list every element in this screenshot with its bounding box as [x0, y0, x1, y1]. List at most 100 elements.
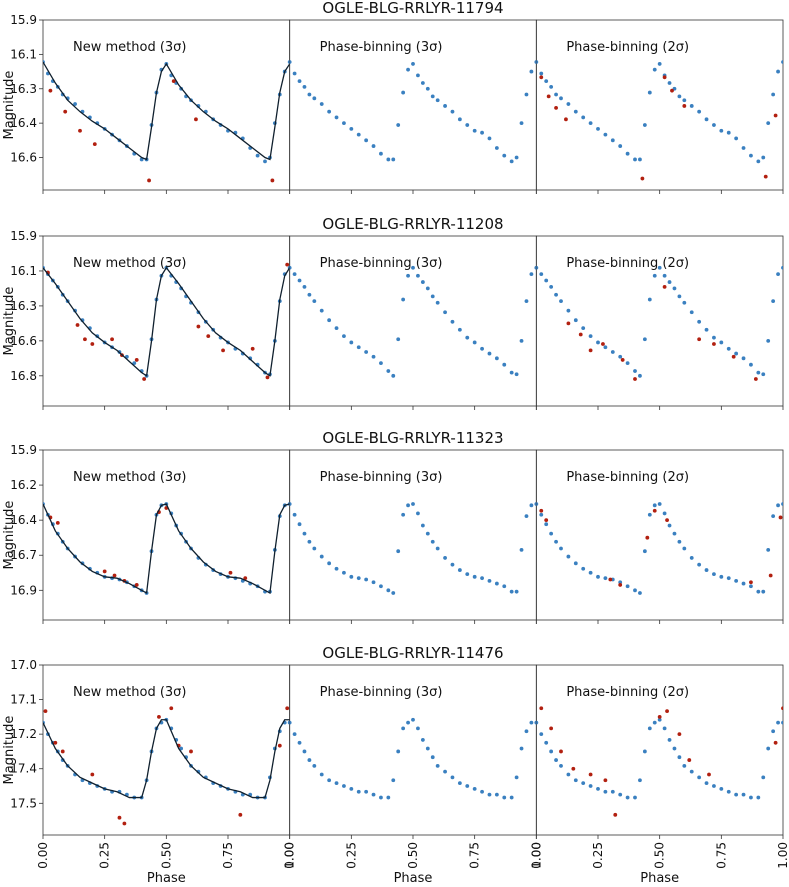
- data-point: [319, 772, 324, 777]
- data-point: [544, 278, 549, 283]
- data-point: [472, 340, 477, 345]
- data-point: [667, 280, 672, 284]
- data-point: [411, 265, 415, 270]
- data-point: [642, 749, 647, 754]
- outlier-point: [48, 88, 53, 93]
- data-point: [566, 554, 571, 559]
- data-point: [647, 726, 652, 731]
- x-tick-label: 0.50: [159, 842, 173, 869]
- data-point: [416, 511, 420, 516]
- data-point: [420, 81, 425, 85]
- data-point: [766, 338, 771, 343]
- data-point: [719, 786, 724, 791]
- data-point: [450, 109, 455, 114]
- outlier-point: [749, 580, 753, 585]
- outlier-point: [142, 377, 147, 381]
- data-point: [549, 749, 554, 754]
- data-point: [509, 370, 514, 375]
- panel-label: New method (3σ): [73, 685, 186, 700]
- data-point: [480, 789, 484, 794]
- data-point: [610, 789, 615, 794]
- data-point: [509, 795, 514, 800]
- data-point: [302, 749, 307, 754]
- data-point: [603, 789, 608, 794]
- data-point: [396, 337, 401, 342]
- data-point: [618, 580, 623, 585]
- data-point: [536, 720, 539, 725]
- data-point: [457, 568, 462, 572]
- data-point: [539, 732, 544, 737]
- outlier-point: [53, 740, 58, 745]
- data-point: [289, 60, 292, 64]
- data-point: [534, 60, 537, 64]
- panel-label: Phase-binning (2σ): [566, 470, 689, 485]
- points: [536, 265, 783, 381]
- data-point: [312, 763, 317, 768]
- data-point: [776, 503, 780, 508]
- panel-label: New method (3σ): [73, 256, 186, 271]
- data-point: [549, 84, 554, 89]
- x-axis-label: Phase: [640, 871, 679, 886]
- x-tick-label: 1.00: [283, 842, 297, 869]
- panel-label: Phase-binning (3σ): [320, 256, 443, 271]
- data-point: [450, 319, 455, 324]
- data-point: [287, 720, 290, 725]
- x-axis-label: Phase: [394, 871, 433, 886]
- data-point: [416, 73, 420, 78]
- data-point: [549, 531, 554, 536]
- data-point: [596, 340, 600, 345]
- outlier-point: [189, 749, 193, 754]
- points: [536, 60, 783, 181]
- data-point: [771, 299, 776, 304]
- data-point: [356, 576, 361, 581]
- data-point: [302, 84, 307, 89]
- data-point: [396, 749, 401, 754]
- data-point: [588, 334, 593, 338]
- outlier-point: [539, 508, 544, 513]
- outlier-point: [206, 334, 211, 338]
- model-line: [43, 266, 290, 377]
- y-tick-label: 16.3: [10, 299, 37, 313]
- data-point: [726, 130, 731, 135]
- data-point: [386, 369, 391, 373]
- data-point: [662, 511, 667, 516]
- data-point: [771, 92, 776, 97]
- outlier-point: [657, 714, 662, 719]
- data-point: [559, 546, 563, 551]
- y-tick-label: 16.1: [10, 264, 37, 278]
- data-point: [287, 60, 290, 64]
- data-point: [411, 502, 415, 506]
- data-point: [401, 297, 406, 302]
- data-point: [435, 763, 440, 768]
- outlier-point: [285, 262, 290, 267]
- outlier-point: [539, 706, 544, 711]
- data-point: [312, 96, 317, 101]
- outlier-point: [682, 104, 687, 108]
- data-point: [179, 746, 184, 751]
- outlier-point: [763, 174, 768, 179]
- data-point: [502, 153, 507, 158]
- data-point: [625, 361, 630, 366]
- data-point: [544, 522, 549, 527]
- y-tick-label: 17.1: [10, 693, 37, 707]
- data-point: [371, 792, 376, 797]
- data-point: [638, 778, 642, 783]
- panel: Phase-binning (2σ): [535, 19, 784, 194]
- data-point: [704, 781, 709, 786]
- data-point: [781, 60, 783, 64]
- data-point: [667, 523, 672, 528]
- data-point: [502, 584, 507, 589]
- outlier-point: [112, 573, 117, 578]
- chart-title: OGLE-BLG-RRLYR-11208: [322, 215, 503, 233]
- model-line: [43, 61, 290, 161]
- data-point: [342, 784, 346, 788]
- data-point: [554, 758, 558, 762]
- data-point: [697, 319, 702, 324]
- data-point: [559, 763, 563, 768]
- data-point: [573, 109, 578, 114]
- data-point: [509, 589, 514, 594]
- outlier-point: [670, 88, 674, 93]
- data-point: [327, 778, 332, 783]
- data-point: [289, 502, 292, 506]
- data-point: [450, 562, 455, 567]
